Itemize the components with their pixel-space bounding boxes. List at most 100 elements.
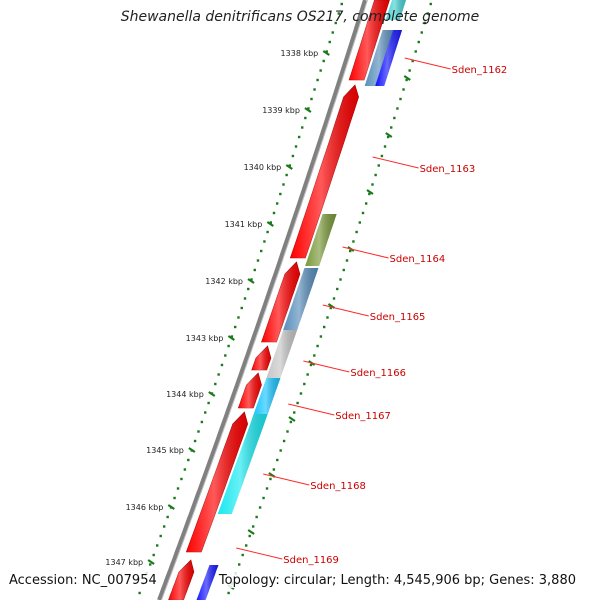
scale-dot bbox=[399, 97, 402, 101]
cds-arrow-shine bbox=[251, 346, 271, 370]
gene-label-line bbox=[236, 547, 283, 560]
kbp-tick-label: 1345 kbp bbox=[146, 446, 184, 455]
cds-arrow-shine bbox=[238, 373, 262, 408]
gene-label[interactable]: Sden_1162 bbox=[452, 65, 508, 76]
gene-label-line bbox=[322, 304, 369, 317]
genome-backbone bbox=[157, 0, 368, 600]
gene-label-line bbox=[404, 57, 451, 70]
feature-track bbox=[196, 0, 406, 600]
scale-dot bbox=[230, 335, 234, 338]
kbp-tick-label: 1338 kbp bbox=[281, 49, 319, 58]
scale-dot bbox=[386, 135, 390, 139]
scale-dot bbox=[355, 230, 358, 234]
kbp-tick-label: 1340 kbp bbox=[244, 163, 282, 172]
scale-dot bbox=[159, 534, 162, 538]
scale-dot bbox=[405, 78, 408, 82]
gene-label[interactable]: Sden_1164 bbox=[390, 254, 446, 265]
forward-cds-track bbox=[168, 0, 390, 600]
gene-label-line bbox=[303, 360, 350, 373]
scale-dot bbox=[240, 306, 243, 310]
scale-dot bbox=[325, 50, 328, 53]
scale-dot bbox=[288, 164, 291, 167]
scale-dot bbox=[383, 145, 387, 148]
feature-box-shine bbox=[217, 414, 268, 514]
scale-dot bbox=[272, 211, 276, 215]
scale-dot bbox=[237, 563, 241, 566]
outer-tick bbox=[366, 189, 374, 195]
gene-label[interactable]: Sden_1163 bbox=[420, 164, 476, 175]
outer-tick bbox=[385, 132, 393, 138]
gene-label[interactable]: Sden_1169 bbox=[283, 555, 339, 566]
feature-box-shine bbox=[385, 0, 406, 20]
outer-scale-dots bbox=[227, 2, 432, 595]
scale-dot bbox=[309, 363, 313, 367]
scale-dot bbox=[197, 430, 200, 433]
kbp-tick-label: 1342 kbp bbox=[205, 277, 243, 286]
scale-dot bbox=[322, 325, 326, 329]
gene-label[interactable]: Sden_1168 bbox=[310, 481, 366, 492]
scale-dot bbox=[204, 411, 207, 414]
scale-dot bbox=[396, 107, 399, 110]
outer-tick bbox=[403, 75, 411, 81]
kbp-tick-label: 1346 kbp bbox=[126, 503, 164, 512]
scale-dot bbox=[243, 297, 247, 300]
kbp-tick bbox=[147, 559, 155, 565]
scale-dot bbox=[393, 116, 396, 120]
scale-dot bbox=[227, 344, 230, 348]
feature-box-shine bbox=[196, 565, 219, 600]
scale-dot bbox=[337, 12, 340, 15]
scale-dot bbox=[291, 154, 295, 158]
scale-dot bbox=[377, 164, 380, 167]
scale-dot bbox=[176, 487, 180, 490]
kbp-tick-label: 1343 kbp bbox=[186, 334, 224, 343]
scale-dot bbox=[304, 116, 307, 120]
scale-dot bbox=[173, 496, 176, 500]
scale-dot bbox=[364, 202, 368, 205]
genome-summary-text: Topology: circular; Length: 4,545,906 bp… bbox=[216, 573, 578, 588]
outer-tick bbox=[288, 416, 296, 422]
scale-dot bbox=[248, 534, 251, 538]
gene-label[interactable]: Sden_1166 bbox=[350, 368, 406, 379]
scale-dot bbox=[155, 544, 159, 547]
gene-label[interactable]: Sden_1165 bbox=[370, 312, 426, 323]
kbp-tick bbox=[304, 107, 312, 113]
scale-dot bbox=[166, 515, 169, 519]
scale-dot bbox=[244, 544, 248, 547]
scale-dot bbox=[269, 221, 273, 224]
scale-dot bbox=[426, 12, 429, 15]
feature-box-shine bbox=[253, 378, 281, 414]
feature-box-shine bbox=[375, 30, 403, 86]
gene-labels: Sden_1162 Sden_1163 Sden_1164 Sden_1165 Sden… bbox=[236, 57, 508, 566]
scale-dot bbox=[417, 40, 420, 44]
scale-dot bbox=[334, 21, 337, 25]
kbp-tick-label: 1347 kbp bbox=[105, 558, 143, 567]
scale-dot bbox=[276, 458, 279, 462]
kbp-tick-label: 1339 kbp bbox=[262, 106, 300, 115]
scale-dot bbox=[207, 401, 210, 405]
scale-dot bbox=[286, 430, 289, 433]
scale-dot bbox=[262, 496, 265, 500]
scale-dot bbox=[380, 154, 384, 158]
kbp-tick bbox=[285, 164, 293, 170]
scale-dot bbox=[224, 354, 227, 357]
scale-dot bbox=[294, 145, 298, 148]
scale-dot bbox=[162, 525, 166, 528]
scale-dot bbox=[193, 439, 197, 443]
scale-dot bbox=[368, 192, 371, 196]
scale-dot bbox=[322, 59, 325, 63]
scale-dot bbox=[329, 306, 332, 310]
scale-dot bbox=[306, 373, 309, 376]
scale-dot bbox=[296, 401, 299, 405]
scale-dot bbox=[237, 316, 240, 319]
scale-dot bbox=[316, 78, 319, 82]
scale-dot bbox=[429, 2, 432, 6]
kbp-scale: 1338 kbp 1339 kbp 1340 kbp 1341 kbp 1342 kbp… bbox=[105, 2, 432, 595]
gene-label-line bbox=[342, 246, 389, 259]
scale-dot bbox=[138, 591, 141, 595]
scale-dot bbox=[328, 40, 331, 44]
scale-dot bbox=[408, 69, 411, 72]
backbone-highlight bbox=[161, 0, 368, 600]
outer-tick bbox=[247, 529, 255, 535]
scale-dot bbox=[214, 382, 217, 386]
gene-label[interactable]: Sden_1167 bbox=[335, 411, 391, 422]
